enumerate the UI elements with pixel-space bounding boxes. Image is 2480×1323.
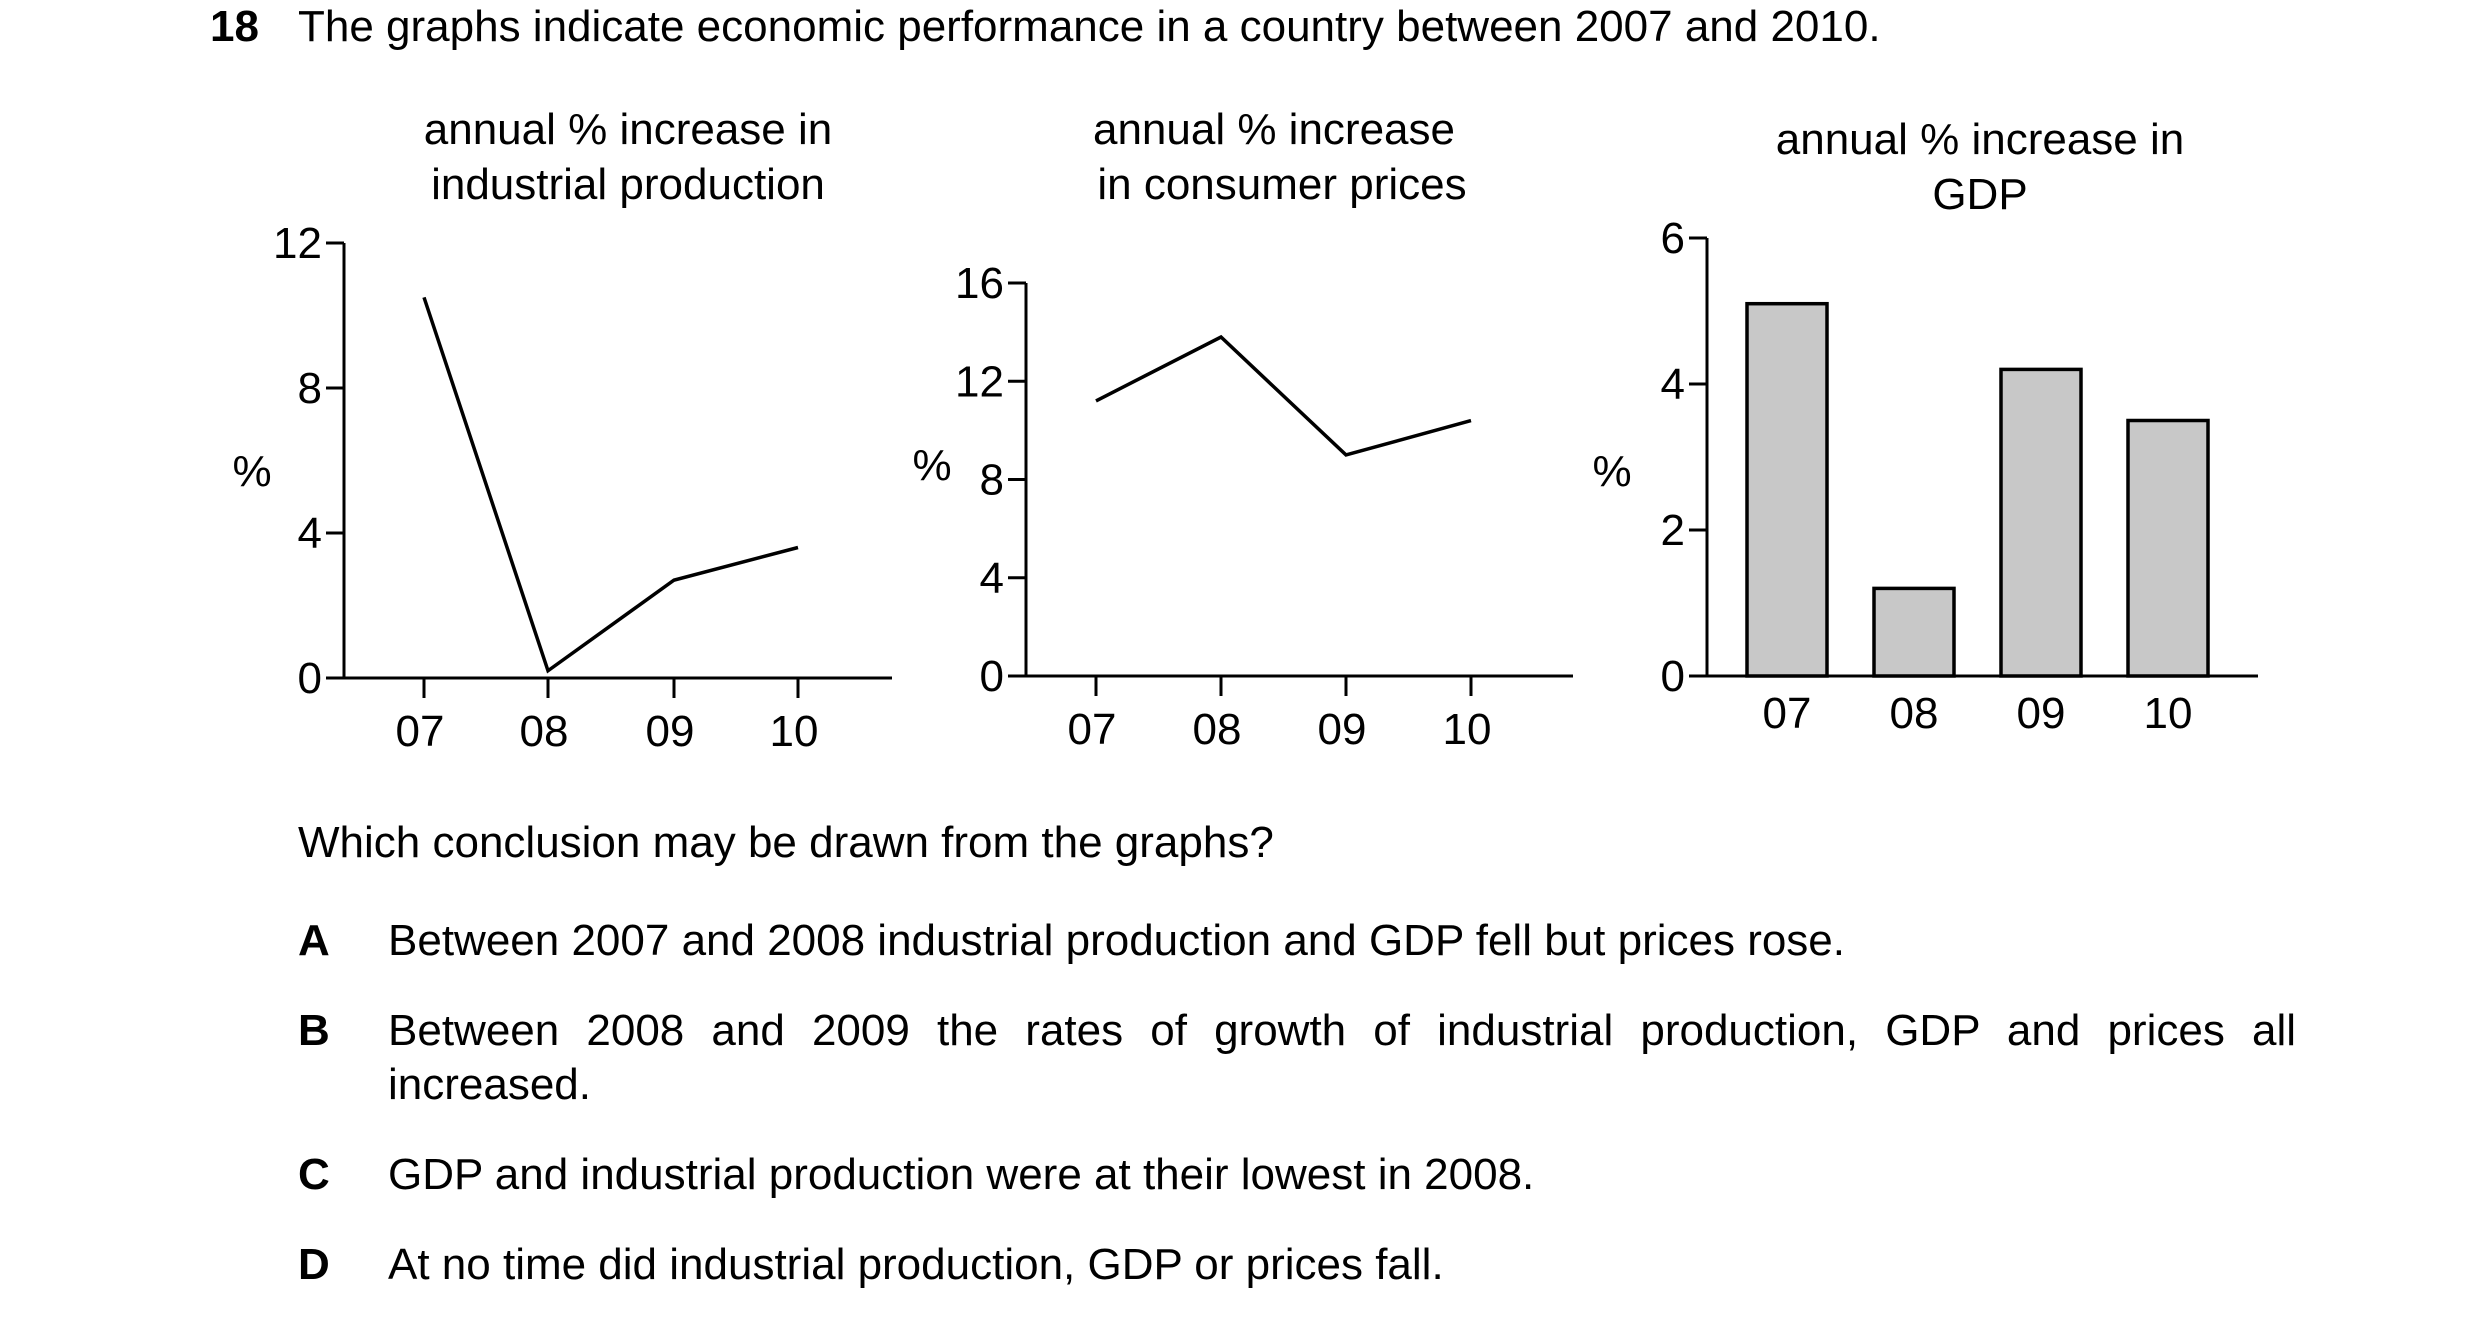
chart-title-line: industrial production bbox=[431, 160, 825, 209]
y-axis-label: % bbox=[232, 447, 271, 496]
option-text: GDP and industrial production were at th… bbox=[388, 1150, 1535, 1199]
chart-title-line: in consumer prices bbox=[1097, 160, 1466, 209]
y-tick-label: 16 bbox=[955, 259, 1004, 308]
option-d[interactable]: D At no time did industrial production, … bbox=[298, 1238, 2296, 1292]
bar bbox=[1999, 367, 2083, 678]
x-ticks: 07 08 09 10 bbox=[1068, 676, 1492, 754]
question-number: 18 bbox=[210, 2, 259, 51]
charts-figure: annual % increase in industrial producti… bbox=[232, 105, 2258, 756]
y-tick-label: 0 bbox=[980, 652, 1004, 701]
y-tick-label: 0 bbox=[298, 654, 322, 703]
series-line bbox=[1095, 334, 1472, 457]
x-ticks: 07 08 09 10 bbox=[396, 678, 819, 756]
chart-gdp: annual % increase in GDP % 0 2 4 6 07 08 09 10 bbox=[1592, 115, 2258, 738]
y-tick-label: 8 bbox=[298, 364, 322, 413]
option-text: At no time did industrial production, GD… bbox=[388, 1240, 1444, 1289]
chart-title-line: annual % increase in bbox=[1776, 115, 2184, 164]
chart-consumer-prices: annual % increase in consumer prices % 0… bbox=[912, 105, 1573, 754]
y-tick-label: 6 bbox=[1661, 214, 1685, 263]
chart-industrial-production: annual % increase in industrial producti… bbox=[232, 105, 892, 756]
y-axis-label: % bbox=[1592, 447, 1631, 496]
y-tick-label: 4 bbox=[1661, 360, 1685, 409]
option-letter: B bbox=[298, 1006, 330, 1055]
x-tick-label: 10 bbox=[1443, 705, 1492, 754]
option-c[interactable]: C GDP and industrial production were at … bbox=[298, 1148, 2296, 1202]
question-text: The graphs indicate economic performance… bbox=[298, 2, 1881, 51]
option-text: Between 2008 and 2009 the rates of growt… bbox=[388, 1006, 2296, 1109]
data-marks bbox=[422, 296, 799, 674]
x-tick-label: 10 bbox=[770, 707, 819, 756]
chart-title-line: GDP bbox=[1932, 170, 2027, 219]
series-line bbox=[422, 296, 799, 674]
x-ticks: 07 08 09 10 bbox=[1763, 689, 2193, 738]
x-tick-label: 09 bbox=[1318, 705, 1367, 754]
x-tick-label: 07 bbox=[1763, 689, 1812, 738]
data-marks bbox=[1745, 301, 2210, 678]
chart-title-line: annual % increase bbox=[1093, 105, 1455, 154]
option-letter: D bbox=[298, 1240, 330, 1289]
y-ticks: 0 2 4 6 bbox=[1661, 214, 1707, 701]
y-tick-label: 4 bbox=[298, 509, 322, 558]
y-tick-label: 0 bbox=[1661, 652, 1685, 701]
option-letter: C bbox=[298, 1150, 330, 1199]
option-letter: A bbox=[298, 916, 330, 965]
x-tick-label: 08 bbox=[520, 707, 569, 756]
x-tick-label: 09 bbox=[646, 707, 695, 756]
data-marks bbox=[1095, 334, 1472, 457]
y-tick-label: 4 bbox=[980, 554, 1004, 603]
x-tick-label: 08 bbox=[1193, 705, 1242, 754]
x-tick-label: 07 bbox=[396, 707, 445, 756]
option-b[interactable]: B Between 2008 and 2009 the rates of gro… bbox=[298, 1004, 2296, 1112]
x-tick-label: 08 bbox=[1890, 689, 1939, 738]
y-ticks: 0 4 8 12 16 bbox=[955, 259, 1026, 701]
y-tick-label: 12 bbox=[273, 219, 322, 268]
option-a[interactable]: A Between 2007 and 2008 industrial produ… bbox=[298, 914, 2296, 968]
y-ticks: 0 4 8 12 bbox=[273, 219, 344, 703]
bar bbox=[1872, 586, 1956, 678]
bar bbox=[1745, 301, 1829, 678]
chart-title-line: annual % increase in bbox=[424, 105, 832, 154]
y-tick-label: 2 bbox=[1661, 506, 1685, 555]
y-axis-label: % bbox=[912, 441, 951, 490]
x-tick-label: 09 bbox=[2017, 689, 2066, 738]
x-tick-label: 10 bbox=[2144, 689, 2193, 738]
x-tick-label: 07 bbox=[1068, 705, 1117, 754]
y-tick-label: 8 bbox=[980, 456, 1004, 505]
y-tick-label: 12 bbox=[955, 357, 1004, 406]
question-prompt: Which conclusion may be drawn from the g… bbox=[298, 818, 1274, 867]
bar bbox=[2126, 418, 2210, 678]
option-text: Between 2007 and 2008 industrial product… bbox=[388, 916, 1846, 965]
